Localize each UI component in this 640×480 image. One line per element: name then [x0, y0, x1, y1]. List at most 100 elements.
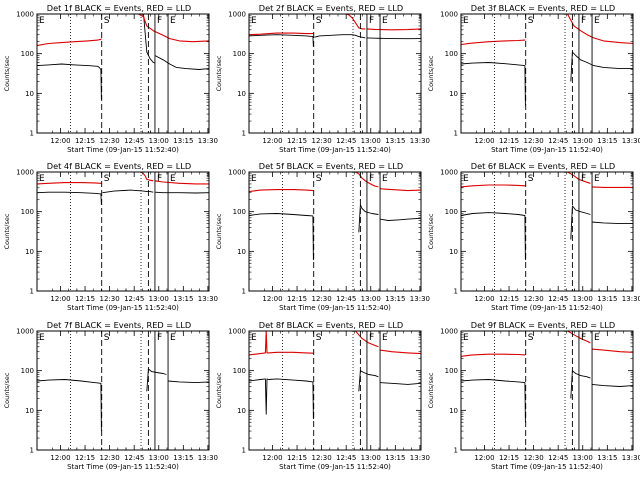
region-label: E	[594, 16, 600, 26]
series-lld-line	[102, 14, 209, 43]
region-label: E	[463, 174, 469, 184]
chart-panel-7f: Det 7f BLACK = Events, RED = LLD Counts/s…	[3, 320, 218, 471]
region-label: E	[382, 333, 388, 343]
x-tick-label: 12:30	[100, 454, 120, 462]
chart-title: Det 5f BLACK = Events, RED = LLD	[259, 161, 403, 171]
x-tick-label: 12:30	[312, 295, 332, 303]
x-tick-label: 13:15	[385, 295, 405, 303]
y-tick-label: 100	[21, 50, 34, 58]
x-tick-label: 12:00	[474, 137, 494, 145]
series-events-line	[461, 212, 526, 261]
x-tick-label: 12:00	[50, 454, 70, 462]
region-label: F	[581, 16, 586, 26]
y-tick-label: 10	[449, 248, 458, 256]
x-tick-label: 13:00	[149, 295, 169, 303]
x-tick-label: 12:45	[548, 295, 568, 303]
plot-data	[249, 14, 421, 47]
y-tick-label: 10	[449, 90, 458, 98]
series-lld-line	[249, 331, 314, 356]
series-events-line	[37, 191, 102, 205]
x-tick-label: 13:30	[410, 295, 430, 303]
chart-title: Det 3f BLACK = Events, RED = LLD	[471, 3, 615, 13]
x-tick-label: 12:15	[75, 295, 95, 303]
x-tick-label: 12:00	[262, 137, 282, 145]
region-label: E	[170, 174, 176, 184]
plot-data	[249, 331, 421, 420]
series-events-line	[379, 382, 421, 385]
region-label: S	[104, 16, 110, 26]
x-tick-label: 13:15	[597, 454, 617, 462]
series-lld-line	[591, 348, 633, 353]
x-tick-label: 13:15	[597, 137, 617, 145]
y-tick-label: 100	[21, 367, 34, 375]
series-events-line	[366, 37, 421, 40]
x-tick-label: 13:30	[622, 454, 640, 462]
x-tick-label: 13:00	[149, 137, 169, 145]
y-tick-label: 1000	[440, 11, 458, 19]
series-events-line	[379, 217, 421, 221]
series-lld-line	[249, 189, 314, 193]
y-tick-label: 1	[30, 288, 34, 296]
x-tick-label: 12:15	[287, 454, 307, 462]
region-label: F	[157, 333, 162, 343]
x-tick-label: 13:15	[173, 295, 193, 303]
x-tick-label: 13:00	[149, 454, 169, 462]
x-axis-label: Start Time (09-Jan-15 11:52:40)	[67, 463, 179, 471]
region-label: E	[463, 333, 469, 343]
region-label: F	[369, 16, 374, 26]
x-tick-label: 13:15	[173, 454, 193, 462]
region-label: E	[251, 174, 257, 184]
series-lld-line	[314, 14, 366, 30]
x-tick-label: 12:15	[499, 137, 519, 145]
y-tick-label: 1	[454, 288, 458, 296]
x-tick-label: 12:30	[312, 454, 332, 462]
region-label: E	[463, 16, 469, 26]
region-label: F	[157, 16, 162, 26]
series-events-line	[591, 383, 633, 387]
x-tick-label: 12:15	[287, 295, 307, 303]
y-tick-label: 10	[25, 407, 34, 415]
y-tick-label: 100	[445, 367, 458, 375]
x-tick-label: 13:15	[385, 137, 405, 145]
x-tick-label: 12:30	[524, 137, 544, 145]
x-tick-label: 12:45	[336, 295, 356, 303]
x-tick-label: 12:30	[312, 137, 332, 145]
y-tick-label: 10	[25, 248, 34, 256]
region-label: F	[581, 174, 586, 184]
x-tick-label: 12:30	[524, 454, 544, 462]
x-tick-label: 13:00	[573, 137, 593, 145]
y-tick-label: 100	[21, 208, 34, 216]
y-axis-label: Counts/sec	[215, 55, 223, 91]
x-tick-label: 12:30	[100, 295, 120, 303]
plot-data	[37, 172, 209, 205]
y-axis-label: Counts/sec	[215, 213, 223, 249]
plot-frame	[460, 13, 634, 134]
chart-title: Det 8f BLACK = Events, RED = LLD	[259, 320, 403, 330]
series-lld-line	[154, 180, 209, 185]
x-axis-label: Start Time (09-Jan-15 11:52:40)	[491, 463, 603, 471]
x-tick-label: 12:15	[75, 454, 95, 462]
plot-frame	[36, 171, 210, 292]
chart-title: Det 7f BLACK = Events, RED = LLD	[47, 320, 191, 330]
x-tick-label: 12:30	[100, 137, 120, 145]
series-events-line	[570, 51, 633, 82]
region-label: E	[39, 16, 45, 26]
series-lld-line	[314, 331, 379, 348]
series-events-line	[37, 63, 102, 100]
plot-frame	[36, 13, 210, 134]
chart-panel-6f: Det 6f BLACK = Events, RED = LLD Counts/s…	[427, 161, 640, 312]
chart-title: Det 4f BLACK = Events, RED = LLD	[47, 161, 191, 171]
x-tick-label: 12:00	[50, 295, 70, 303]
x-tick-label: 13:30	[198, 454, 218, 462]
series-lld-line	[461, 353, 526, 357]
series-events-line	[461, 379, 526, 423]
region-label: F	[581, 333, 586, 343]
x-tick-label: 12:30	[524, 295, 544, 303]
series-events-line	[37, 379, 102, 432]
x-axis-label: Start Time (09-Jan-15 11:52:40)	[279, 146, 391, 154]
chart-panel-8f: Det 8f BLACK = Events, RED = LLD Counts/s…	[215, 320, 430, 471]
series-events-line	[154, 191, 209, 194]
x-tick-label: 12:15	[75, 137, 95, 145]
plot-data	[37, 14, 209, 100]
region-label: E	[170, 333, 176, 343]
